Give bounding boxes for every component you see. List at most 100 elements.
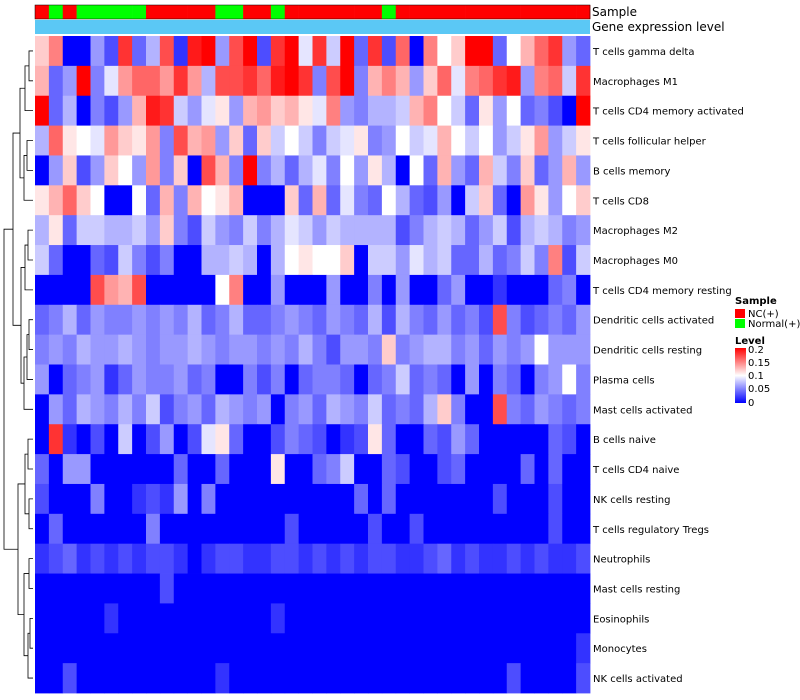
heatmap-cell [159, 633, 175, 664]
legend-sample-title: Sample [735, 296, 777, 307]
heatmap-cell [146, 663, 161, 694]
heatmap-cell [132, 304, 147, 336]
heatmap-cell [312, 65, 327, 97]
heatmap-cell [423, 155, 438, 186]
heatmap-cell [409, 155, 424, 186]
heatmap-cell [576, 155, 591, 186]
heatmap-cell [437, 65, 452, 97]
heatmap-cell [381, 454, 397, 485]
heatmap-cell [520, 185, 535, 216]
heatmap-cell [479, 274, 494, 306]
heatmap-cell [284, 663, 300, 694]
heatmap-cell [104, 394, 119, 425]
heatmap-cell [270, 304, 286, 336]
heatmap-cell [257, 155, 272, 186]
heatmap-cell [479, 155, 494, 186]
heatmap-cell [173, 663, 189, 694]
heatmap-cell [118, 36, 133, 67]
heatmap-cell [492, 364, 508, 395]
heatmap-cell [173, 454, 189, 485]
heatmap-cell [118, 633, 133, 664]
heatmap-cell [534, 274, 549, 306]
heatmap-cell [146, 483, 161, 515]
heatmap-cell [479, 663, 494, 694]
sample-bar-border [34, 4, 591, 20]
heatmap-cell [62, 483, 78, 515]
heatmap-cell [506, 543, 522, 574]
sample-cell [368, 5, 383, 19]
heatmap-cell [506, 274, 522, 306]
heatmap-cell [548, 334, 563, 365]
heatmap-cell [257, 65, 272, 97]
heatmap-cell [298, 95, 313, 126]
heatmap-cell [395, 245, 411, 276]
heatmap-cell [48, 36, 64, 67]
heatmap-cell [48, 95, 64, 126]
heatmap-cell [243, 304, 258, 336]
heatmap-cell [257, 663, 272, 694]
heatmap-cell [104, 304, 119, 336]
heatmap-cell [562, 663, 577, 694]
heatmap-cell [492, 543, 508, 574]
heatmap-cell [62, 215, 78, 246]
heatmap-cell [548, 483, 563, 515]
heatmap-cell [562, 603, 577, 634]
row-dendrogram [3, 50, 33, 679]
heatmap-cell [381, 215, 397, 246]
heatmap-cell [229, 394, 244, 425]
heatmap-cell [340, 424, 355, 455]
heatmap-cell [76, 125, 91, 156]
heatmap-cell [229, 633, 244, 664]
heatmap-cell [451, 603, 466, 634]
heatmap-cell [215, 36, 230, 67]
heatmap-cell [548, 215, 563, 246]
heatmap-cell [35, 603, 50, 634]
heatmap-cell [187, 454, 202, 485]
heatmap-cell [132, 215, 147, 246]
heatmap-cell [284, 483, 300, 515]
row-label: T cells CD4 memory activated [592, 107, 744, 118]
heatmap-cell [48, 633, 64, 664]
heatmap-cell [76, 424, 91, 455]
heatmap-cell [215, 454, 230, 485]
heatmap-cell [534, 364, 549, 395]
heatmap-cell [62, 513, 78, 545]
heatmap-cell [257, 125, 272, 156]
heatmap-cell [243, 513, 258, 545]
heatmap-cell [118, 364, 133, 395]
heatmap-cell [576, 454, 591, 485]
heatmap-cell [534, 334, 549, 365]
heatmap-cell [423, 304, 438, 336]
heatmap-cell [62, 334, 78, 365]
heatmap-cell [354, 454, 369, 485]
heatmap-cell [132, 454, 147, 485]
heatmap-cell [576, 543, 591, 574]
heatmap-cell [215, 185, 230, 216]
heatmap-cell [368, 454, 383, 485]
legend-swatch-nc [735, 309, 745, 318]
heatmap-cell [479, 633, 494, 664]
heatmap-cell [381, 95, 397, 126]
heatmap-cell [326, 125, 341, 156]
heatmap-cell [118, 334, 133, 365]
heatmap-cell [243, 394, 258, 425]
heatmap-cell [326, 394, 341, 425]
heatmap-cell [562, 513, 577, 545]
heatmap-cell [229, 245, 244, 276]
heatmap-cell [173, 513, 189, 545]
heatmap-cell [548, 245, 563, 276]
heatmap-cell [409, 424, 424, 455]
heatmap-cell [423, 215, 438, 246]
heatmap-cell [48, 513, 64, 545]
heatmap-cell [437, 245, 452, 276]
heatmap-cell [534, 95, 549, 126]
heatmap-cell [132, 125, 147, 156]
heatmap-cell [451, 454, 466, 485]
heatmap-cell [534, 155, 549, 186]
heatmap-cell [381, 513, 397, 545]
heatmap-cell [243, 274, 258, 306]
heatmap-cell [243, 454, 258, 485]
heatmap-cell [284, 125, 300, 156]
heatmap-cell [465, 245, 480, 276]
heatmap-cell [270, 424, 286, 455]
